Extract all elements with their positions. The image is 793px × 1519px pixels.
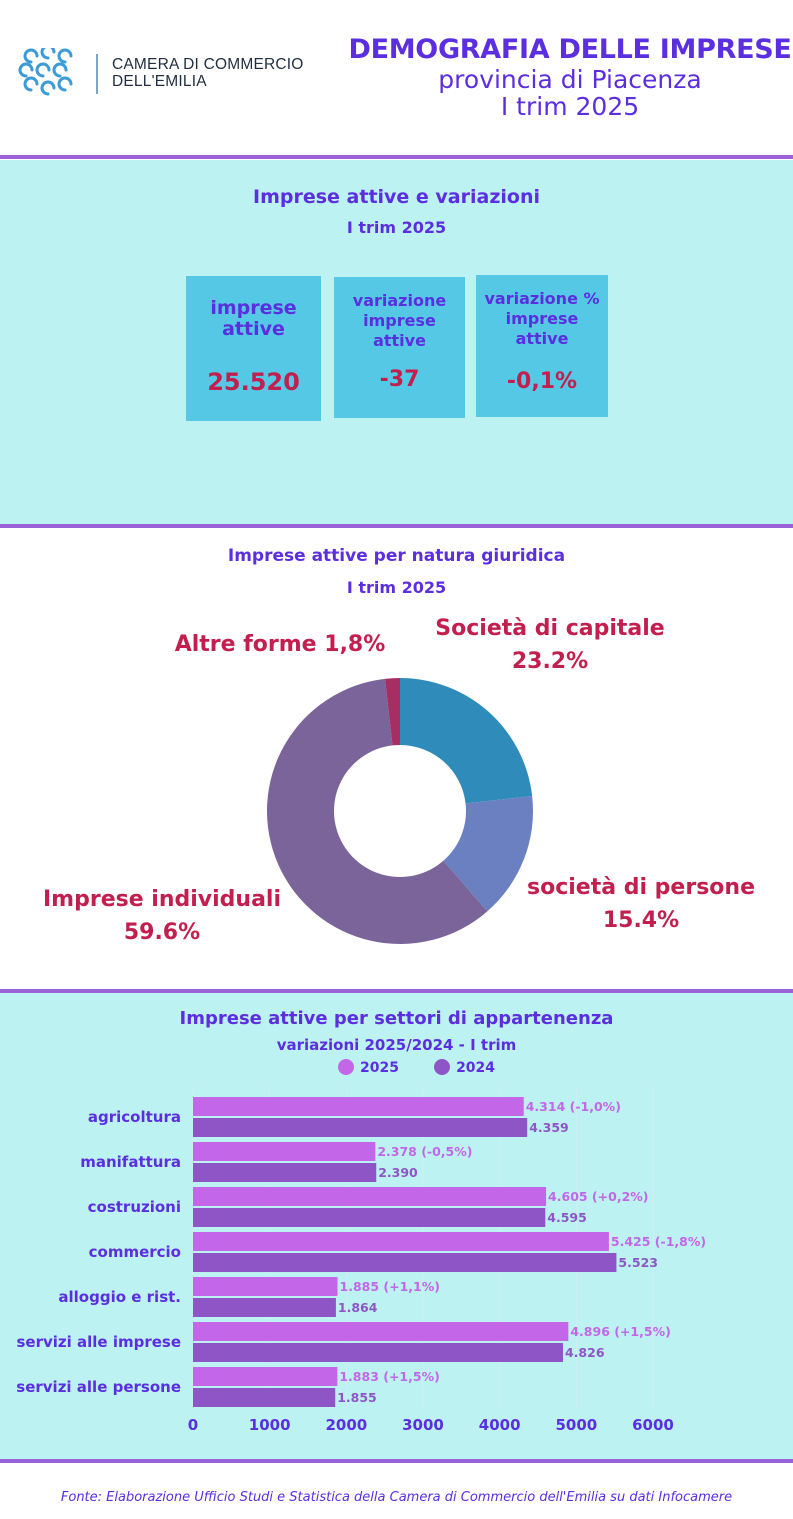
bar-data-label: 5.425 (-1,8%): [611, 1234, 706, 1249]
natura-section-subtitle: I trim 2025: [346, 578, 447, 597]
bar-data-label: 5.523: [618, 1255, 658, 1270]
chart-legend: 2025 2024: [338, 1057, 495, 1076]
bar-2024: [193, 1163, 377, 1182]
bar-2025: [193, 1232, 609, 1251]
kpi-section-title: Imprese attive e variazioni: [253, 186, 540, 208]
slice-percent: 59.6%: [123, 920, 201, 945]
slice-percent: 23.2%: [511, 649, 589, 674]
slice-name: Società di capitale: [435, 616, 665, 641]
kpi-label: variazione imprese attive: [352, 291, 447, 350]
slice-label-altre-forme: Altre forme 1,8%: [150, 628, 410, 661]
kpi-card-variazione-percentuale: variazione % imprese attive -0,1%: [476, 275, 608, 417]
settori-section: [0, 993, 793, 1463]
kpi-label: imprese attive: [210, 297, 297, 340]
kpi-value: -0,1%: [506, 369, 578, 394]
slice-name: Altre forme 1,8%: [174, 632, 386, 657]
bar-data-label: 4.595: [547, 1210, 587, 1225]
category-label: commercio: [89, 1243, 181, 1261]
organization-name: CAMERA DI COMMERCIO DELL'EMILIA: [112, 56, 304, 90]
slice-name: società di persone: [527, 875, 755, 900]
bar-data-label: 4.314 (-1,0%): [526, 1099, 621, 1114]
page-title: DEMOGRAFIA DELLE IMPRESE provincia di Pi…: [340, 34, 793, 120]
bar-2025: [193, 1097, 524, 1116]
category-label: servizi alle persone: [16, 1378, 181, 1396]
title-line-1: DEMOGRAFIA DELLE IMPRESE: [348, 34, 792, 65]
x-tick-label: 5000: [555, 1416, 597, 1434]
bar-2024: [193, 1298, 336, 1317]
title-line-2: provincia di Piacenza: [438, 65, 702, 94]
x-tick-label: 1000: [249, 1416, 291, 1434]
natura-donut-chart: [267, 678, 533, 945]
org-line-1: CAMERA DI COMMERCIO: [112, 56, 304, 73]
legend-swatch: [338, 1059, 354, 1075]
slice-percent: 15.4%: [602, 908, 680, 933]
x-tick-label: 3000: [402, 1416, 444, 1434]
bar-data-label: 1.885 (+1,1%): [340, 1279, 440, 1294]
slice-name: Imprese individuali: [42, 887, 281, 912]
slice-label-societa-capitale: Società di capitale 23.2%: [400, 612, 700, 678]
donut-slice-societ-di-capitale: [400, 678, 533, 804]
logo-divider: [96, 54, 98, 94]
bar-data-label: 2.390: [378, 1165, 418, 1180]
bar-2024: [193, 1343, 563, 1362]
bar-2024: [193, 1208, 546, 1227]
bar-2025: [193, 1322, 569, 1341]
bar-data-label: 2.378 (-0,5%): [377, 1144, 472, 1159]
bar-2025: [193, 1187, 547, 1206]
donut-slice-societ-di-persone: [443, 795, 533, 912]
bar-2024: [193, 1388, 336, 1407]
kpi-section-subtitle: I trim 2025: [346, 218, 447, 237]
legend-item-2024: 2024: [434, 1059, 496, 1076]
bar-data-label: 4.826: [565, 1345, 605, 1360]
x-tick-label: 2000: [325, 1416, 367, 1434]
legend-swatch: [434, 1059, 451, 1075]
x-tick-label: 0: [188, 1416, 198, 1434]
kpi-card-imprese-attive: imprese attive 25.520: [186, 276, 321, 421]
legend-label: 2025: [360, 1060, 399, 1076]
kpi-card-variazione-imprese: variazione imprese attive -37: [334, 277, 465, 418]
legend-item-2025: 2025: [338, 1059, 399, 1076]
slice-label-imprese-individuali: Imprese individuali 59.6%: [20, 883, 304, 949]
bar-2025: [193, 1367, 338, 1386]
legend-label: 2024: [456, 1060, 496, 1076]
org-line-2: DELL'EMILIA: [112, 73, 207, 90]
x-tick-label: 4000: [479, 1416, 521, 1434]
bar-data-label: 4.359: [529, 1120, 569, 1135]
settori-bar-chart: 0 1000 2000 3000 4000 5000 6000 agricoltura 4.31…: [16, 1086, 706, 1434]
section-divider: [0, 155, 793, 159]
natura-section-title: Imprese attive per natura giuridica: [227, 546, 566, 566]
slice-label-societa-persone: società di persone 15.4%: [506, 871, 776, 937]
category-label: costruzioni: [88, 1198, 181, 1216]
camera-commercio-logo-icon: [18, 48, 73, 96]
bar-2025: [193, 1277, 338, 1296]
section-divider: [0, 524, 793, 528]
bar-data-label: 1.864: [338, 1300, 378, 1315]
bar-data-label: 1.883 (+1,5%): [339, 1369, 439, 1384]
bar-data-label: 4.896 (+1,5%): [570, 1324, 670, 1339]
kpi-value: 25.520: [207, 368, 300, 396]
bar-data-label: 4.605 (+0,2%): [548, 1189, 648, 1204]
category-label: alloggio e rist.: [58, 1288, 181, 1306]
section-divider: [0, 1459, 793, 1463]
bar-data-label: 1.855: [337, 1390, 377, 1405]
source-footer: Fonte: Elaborazione Ufficio Studi e Stat…: [60, 1490, 733, 1505]
x-tick-label: 6000: [632, 1416, 674, 1434]
section-divider: [0, 989, 793, 993]
donut-slice-imprese-individuali: [267, 678, 488, 945]
kpi-label: variazione % imprese attive: [484, 289, 600, 348]
donut-slice-altre-forme: [384, 678, 400, 746]
title-line-3: I trim 2025: [500, 92, 640, 121]
settori-section-subtitle: variazioni 2025/2024 - I trim: [276, 1036, 517, 1054]
category-label: servizi alle imprese: [17, 1333, 182, 1351]
bar-2025: [193, 1142, 376, 1161]
kpi-value: -37: [379, 367, 420, 392]
bar-2024: [193, 1118, 528, 1137]
category-label: manifattura: [80, 1153, 181, 1171]
bar-2024: [193, 1253, 617, 1272]
settori-section-title: Imprese attive per settori di appartenen…: [179, 1008, 614, 1029]
category-label: agricoltura: [88, 1108, 181, 1126]
